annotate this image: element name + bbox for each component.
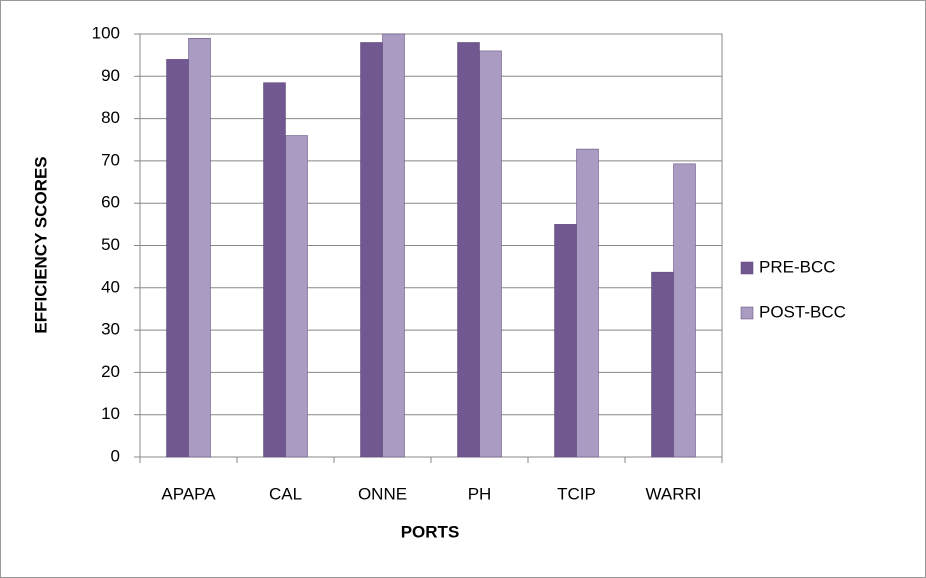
y-tick-label: 10 xyxy=(101,404,120,423)
x-tick-label: ONNE xyxy=(358,484,407,503)
x-tick-label: APAPA xyxy=(161,484,216,503)
legend-swatch xyxy=(740,261,754,275)
y-tick-label: 40 xyxy=(101,277,120,296)
legend-swatch xyxy=(740,306,754,320)
legend-label: POST-BCC xyxy=(759,302,846,321)
bar xyxy=(651,271,674,458)
bar xyxy=(263,82,286,458)
bar xyxy=(457,42,480,458)
x-tick-label: PH xyxy=(468,484,492,503)
bar xyxy=(166,59,189,458)
bar xyxy=(554,224,577,458)
bar xyxy=(360,42,383,458)
y-tick-label: 70 xyxy=(101,150,120,169)
y-tick-label: 90 xyxy=(101,66,120,85)
x-tick-label: WARRI xyxy=(645,484,701,503)
bar xyxy=(188,37,211,458)
y-tick-label: 30 xyxy=(101,320,120,339)
y-tick-label: 0 xyxy=(111,446,120,465)
x-tick-label: TCIP xyxy=(557,484,596,503)
bar xyxy=(285,135,308,458)
bar xyxy=(576,148,599,458)
y-tick-label: 80 xyxy=(101,108,120,127)
y-tick-label: 20 xyxy=(101,362,120,381)
y-tick-label: 50 xyxy=(101,235,120,254)
x-axis-title: PORTS xyxy=(401,522,460,541)
y-tick-label: 100 xyxy=(92,23,120,42)
bar xyxy=(673,163,696,458)
bar xyxy=(382,33,405,458)
legend-label: PRE-BCC xyxy=(759,257,836,276)
y-axis-title: EFFICIENCY SCORES xyxy=(31,156,50,333)
y-tick-label: 60 xyxy=(101,193,120,212)
bar xyxy=(479,50,502,458)
x-tick-label: CAL xyxy=(269,484,302,503)
